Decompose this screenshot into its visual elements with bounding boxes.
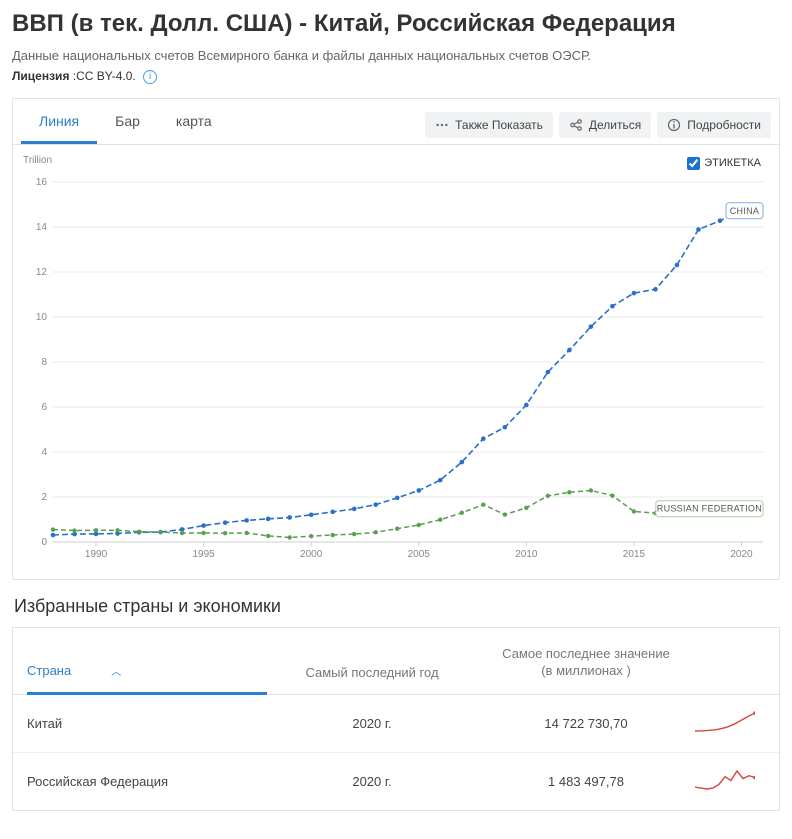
cell-value: 1 483 497,78 xyxy=(477,774,695,789)
table-row[interactable]: Китай2020 г.14 722 730,70 xyxy=(13,695,779,753)
table-row[interactable]: Российская Федерация2020 г.1 483 497,78 xyxy=(13,753,779,810)
line-chart: 0 2 4 6 8 10 12 14 16 1990 1995 2000 2005 2010 2015 202… xyxy=(19,166,775,566)
col-spark xyxy=(695,662,765,694)
table-body: Китай2020 г.14 722 730,70Российская Феде… xyxy=(13,695,779,810)
svg-text:16: 16 xyxy=(36,177,48,188)
svg-text:2: 2 xyxy=(41,492,47,503)
cell-year: 2020 г. xyxy=(267,774,477,789)
license-line: Лицензия :CC BY-4.0. i xyxy=(12,69,780,84)
svg-text:10: 10 xyxy=(36,312,48,323)
info-icon[interactable]: i xyxy=(143,70,157,84)
chart-body: Trillion ЭТИКЕТКА 0 2 4 6 8 10 12 14 16 1990 1995 2… xyxy=(13,145,779,579)
col-value-l1: Самое последнее значение xyxy=(502,646,670,661)
svg-text:2020: 2020 xyxy=(730,549,753,560)
tab-map[interactable]: карта xyxy=(158,99,230,144)
cell-country: Китай xyxy=(27,716,267,731)
share-label: Делиться xyxy=(589,118,641,132)
cell-year: 2020 г. xyxy=(267,716,477,731)
details-button[interactable]: Подробности xyxy=(657,112,771,138)
cell-sparkline xyxy=(695,711,765,736)
svg-text:2015: 2015 xyxy=(623,549,646,560)
col-year[interactable]: Самый последний год xyxy=(267,647,477,694)
svg-text:8: 8 xyxy=(41,357,47,368)
label-toggle[interactable]: ЭТИКЕТКА xyxy=(687,157,761,170)
details-info-icon xyxy=(667,118,681,132)
license-label: Лицензия xyxy=(12,69,69,83)
view-tabs: Линия Бар карта xyxy=(21,99,230,144)
svg-text:1995: 1995 xyxy=(192,549,215,560)
col-value[interactable]: Самое последнее значение (в миллионах ) xyxy=(477,628,695,694)
svg-text:RUSSIAN FEDERATION: RUSSIAN FEDERATION xyxy=(657,504,762,514)
details-label: Подробности xyxy=(687,118,761,132)
also-show-button[interactable]: Также Показать xyxy=(425,112,553,138)
cell-sparkline xyxy=(695,769,765,794)
col-country[interactable]: Страна ︿ xyxy=(27,645,267,695)
y-unit-label: Trillion xyxy=(23,155,765,166)
chart-card: Линия Бар карта Также Показать Делиться … xyxy=(12,98,780,580)
share-button[interactable]: Делиться xyxy=(559,112,651,138)
share-icon xyxy=(569,118,583,132)
col-value-l2: (в миллионах ) xyxy=(541,663,631,678)
countries-table: Страна ︿ Самый последний год Самое после… xyxy=(12,627,780,811)
svg-text:4: 4 xyxy=(41,447,47,458)
label-checkbox[interactable] xyxy=(687,157,700,170)
also-show-label: Также Показать xyxy=(455,118,543,132)
table-heading: Избранные страны и экономики xyxy=(14,596,780,617)
svg-text:CHINA: CHINA xyxy=(730,206,760,216)
page-subtitle: Данные национальных счетов Всемирного ба… xyxy=(12,48,780,63)
svg-text:2005: 2005 xyxy=(408,549,431,560)
page-title: ВВП (в тек. Долл. США) - Китай, Российск… xyxy=(12,10,780,38)
card-toolbar: Линия Бар карта Также Показать Делиться … xyxy=(13,99,779,145)
cell-value: 14 722 730,70 xyxy=(477,716,695,731)
svg-text:14: 14 xyxy=(36,222,48,233)
svg-text:2010: 2010 xyxy=(515,549,538,560)
svg-text:12: 12 xyxy=(36,267,48,278)
cell-country: Российская Федерация xyxy=(27,774,267,789)
svg-text:2000: 2000 xyxy=(300,549,323,560)
tab-bar[interactable]: Бар xyxy=(97,99,158,144)
chart-actions: Также Показать Делиться Подробности xyxy=(425,112,771,144)
menu-dots-icon xyxy=(435,118,449,132)
svg-text:1990: 1990 xyxy=(85,549,108,560)
svg-text:0: 0 xyxy=(41,537,47,548)
license-value: :CC BY-4.0. xyxy=(73,69,136,83)
sort-caret-icon: ︿ xyxy=(111,663,121,678)
tab-line[interactable]: Линия xyxy=(21,99,97,144)
col-country-label: Страна xyxy=(27,663,71,678)
svg-text:6: 6 xyxy=(41,402,47,413)
label-toggle-text: ЭТИКЕТКА xyxy=(704,157,761,169)
table-header: Страна ︿ Самый последний год Самое после… xyxy=(13,628,779,695)
